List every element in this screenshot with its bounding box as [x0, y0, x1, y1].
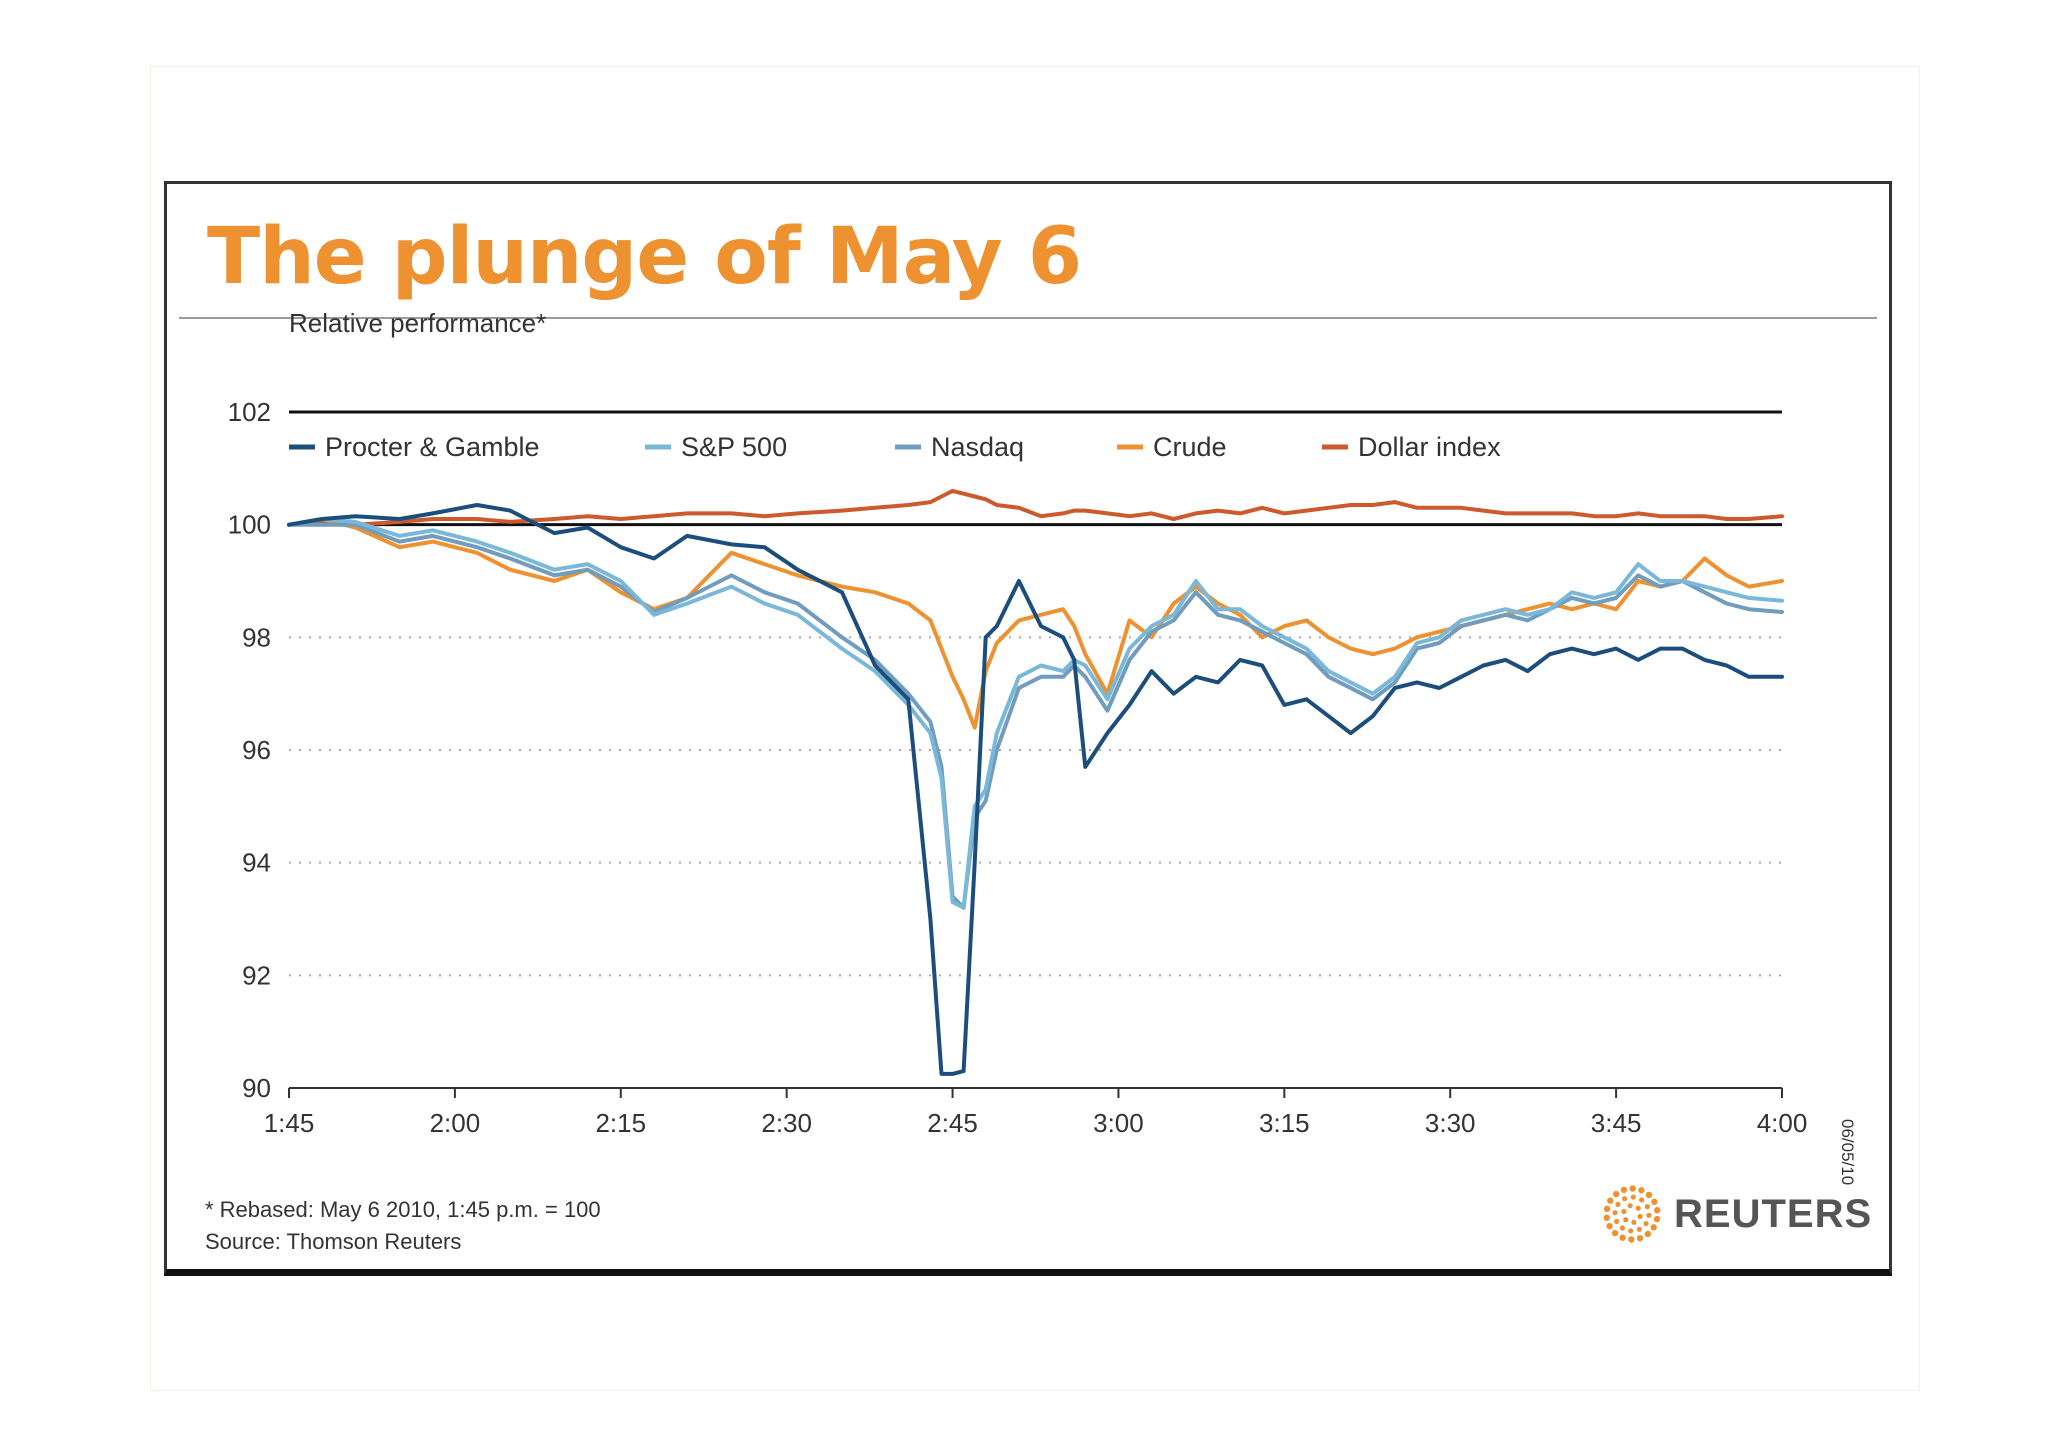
y-tick-label: 102 — [228, 397, 271, 427]
logo-dot — [1636, 1226, 1642, 1232]
logo-dot — [1612, 1190, 1620, 1198]
line-chart: 90 92 94 96 98 100 102 1:45 2:00 2:15 2:30 2:45 3:00… — [228, 308, 1808, 1138]
logo-dot — [1621, 1208, 1627, 1215]
logo-dot — [1651, 1198, 1658, 1206]
logo-dot — [1619, 1234, 1626, 1241]
logo-dot — [1638, 1197, 1645, 1203]
legend-label: S&P 500 — [681, 432, 787, 462]
logo-dot — [1606, 1222, 1613, 1230]
series-line-procter-gamble — [287, 503, 1784, 1076]
y-tick-label: 94 — [242, 848, 271, 878]
y-axis-label: Relative performance* — [289, 308, 546, 338]
logo-dot — [1628, 1236, 1635, 1243]
logo-dot — [1643, 1220, 1649, 1227]
series-line-nasdaq — [287, 522, 1784, 910]
y-tick-label: 98 — [242, 622, 271, 652]
logo-dot — [1603, 1214, 1610, 1221]
logo-dot — [1628, 1228, 1634, 1234]
series-layer — [287, 488, 1784, 1076]
reuters-wordmark: REUTERS — [1674, 1191, 1873, 1236]
logo-dot — [1607, 1197, 1614, 1204]
logo-dot — [1627, 1203, 1633, 1209]
logo-dot — [1645, 1191, 1653, 1199]
footnote-source: Source: Thomson Reuters — [205, 1229, 462, 1254]
legend-layer: Procter & Gamble S&P 500 Nasdaq Crude Dollar… — [289, 432, 1501, 462]
logo-dot — [1611, 1229, 1619, 1237]
series-line-dollar-index — [287, 488, 1784, 527]
y-tick-label: 90 — [242, 1073, 271, 1103]
logo-dot — [1619, 1225, 1626, 1231]
legend-label: Dollar index — [1358, 432, 1501, 462]
datestamp: 06/05/10 — [1838, 1119, 1857, 1186]
logo-dot — [1614, 1218, 1620, 1224]
logo-dot — [1654, 1207, 1661, 1214]
series-line-s-p-500 — [287, 517, 1784, 910]
logo-dot — [1603, 1205, 1611, 1213]
axis-layer: 90 92 94 96 98 100 102 1:45 2:00 2:15 2:30 2:45 3:00… — [228, 397, 1808, 1138]
logo-dot — [1631, 1219, 1637, 1225]
legend-label: Crude — [1153, 432, 1227, 462]
x-tick-label: 3:15 — [1259, 1108, 1310, 1138]
logo-dot — [1635, 1205, 1641, 1211]
logo-dot — [1630, 1194, 1636, 1200]
legend-label: Nasdaq — [931, 432, 1024, 462]
x-tick-label: 2:45 — [927, 1108, 978, 1138]
title-divider — [179, 317, 1877, 319]
y-tick-label: 92 — [242, 960, 271, 990]
y-tick-label: 100 — [228, 510, 271, 540]
logo-dot — [1612, 1210, 1618, 1216]
logo-dot — [1653, 1215, 1661, 1223]
logo-dot — [1636, 1234, 1644, 1242]
x-tick-label: 2:30 — [761, 1108, 812, 1138]
logo-dot — [1638, 1187, 1645, 1194]
reuters-dots-icon — [1603, 1185, 1661, 1243]
footnote: * Rebased: May 6 2010, 1:45 p.m. = 100 S… — [205, 1194, 601, 1258]
x-tick-label: 2:00 — [430, 1108, 481, 1138]
logo-dot — [1637, 1213, 1643, 1220]
logo-dot — [1623, 1217, 1629, 1223]
chart-title: The plunge of May 6 — [207, 212, 1082, 302]
logo-dot — [1622, 1196, 1628, 1202]
x-tick-label: 1:45 — [264, 1108, 315, 1138]
series-line-crude — [287, 517, 1784, 730]
x-tick-label: 3:45 — [1591, 1108, 1642, 1138]
x-tick-label: 2:15 — [595, 1108, 646, 1138]
reuters-logo: REUTERS — [1602, 1184, 1872, 1244]
logo-dot — [1644, 1204, 1650, 1210]
x-tick-label: 3:30 — [1425, 1108, 1476, 1138]
x-tick-label: 3:00 — [1093, 1108, 1144, 1138]
logo-dot — [1620, 1186, 1628, 1194]
logo-dot — [1629, 1185, 1636, 1192]
logo-dot — [1644, 1230, 1652, 1238]
footnote-rebased: * Rebased: May 6 2010, 1:45 p.m. = 100 — [205, 1197, 601, 1222]
logo-dot — [1615, 1201, 1621, 1208]
y-tick-label: 96 — [242, 735, 271, 765]
logo-dot — [1646, 1212, 1652, 1218]
legend-label: Procter & Gamble — [325, 432, 540, 462]
chart-card: The plunge of May 6 90 92 94 96 98 100 102 1:45… — [164, 181, 1892, 1276]
logo-dot — [1650, 1224, 1657, 1231]
x-tick-label: 4:00 — [1757, 1108, 1808, 1138]
